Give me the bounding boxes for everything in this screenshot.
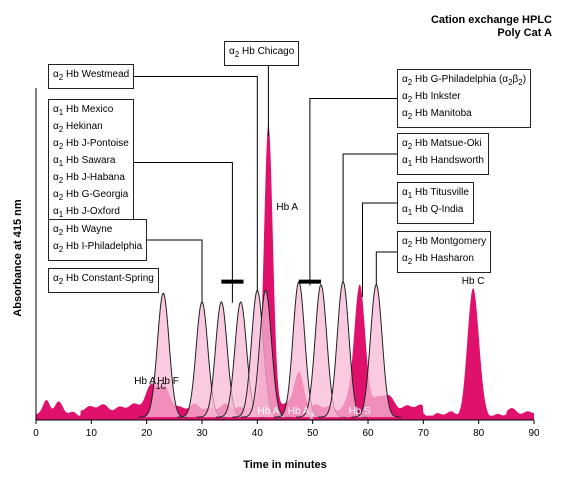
variant-name: α2 Hb Matsue-Oki xyxy=(402,138,482,151)
chart-title: Cation exchange HPLC xyxy=(430,14,552,26)
leader-lines-layer xyxy=(133,66,397,303)
variant-name: α2 Hekinan xyxy=(53,121,103,134)
leader-line-6 xyxy=(342,153,397,283)
annotation-box-3: α2 Hb Wayne α2 Hb I-Philadelphia xyxy=(48,219,148,261)
leader-line-8 xyxy=(375,251,397,286)
variant-name: α1 Hb Mexico xyxy=(53,104,114,117)
annotation-box-1: α2 Hb Chicago xyxy=(224,41,300,66)
leader-line-5 xyxy=(309,98,397,286)
y-axis-title: Absorbance at 415 nm xyxy=(12,199,24,317)
peak-label-2: Hb A xyxy=(276,202,298,213)
annotation-box-6: α2 Hb Matsue-Oki α1 Hb Handsworth xyxy=(397,133,489,175)
variant-name: α1 Hb Q-India xyxy=(402,204,464,217)
variant-name: α2 Hb Chicago xyxy=(229,46,295,59)
variant-name: α1 Hb J-Oxford xyxy=(53,206,120,219)
peak-label-0: Hb A1C xyxy=(134,376,166,391)
x-tick-label-90: 90 xyxy=(528,428,540,439)
x-tick-label-0: 0 xyxy=(33,428,39,439)
peak-label-4: Hb S xyxy=(349,406,372,417)
x-tick-label-50: 50 xyxy=(307,428,319,439)
variant-name: α2 Hb G-Philadelphia (α2β2) xyxy=(402,74,527,87)
x-axis-title: Time in minutes xyxy=(243,459,327,471)
variant-name: α2 Hb Constant-Spring xyxy=(53,273,154,286)
annotation-box-0: α2 Hb Westmead xyxy=(48,64,135,89)
leader-line-7 xyxy=(362,202,397,297)
x-ticks-layer: 0 10 20 30 40 50 60 70 80 90 xyxy=(33,420,540,439)
x-tick-label-70: 70 xyxy=(418,428,430,439)
x-tick-label-10: 10 xyxy=(86,428,98,439)
variant-name: α2 Hb Hasharon xyxy=(402,253,474,266)
x-tick-label-40: 40 xyxy=(252,428,264,439)
variant-name: α1 Hb Handsworth xyxy=(402,155,484,168)
variant-name: α2 Hb Montgomery xyxy=(402,236,487,249)
variant-name: α2 Hb I-Philadelphia xyxy=(53,241,143,254)
variant-name: α1 Hb Sawara xyxy=(53,155,116,168)
chart-subtitle: Poly Cat A xyxy=(497,27,552,39)
x-tick-label-20: 20 xyxy=(141,428,153,439)
x-tick-label-30: 30 xyxy=(196,428,208,439)
annotation-box-5: α2 Hb G-Philadelphia (α2β2) α2 Hb Inkster… xyxy=(397,69,532,128)
peak-label-1: Hb F xyxy=(157,376,179,387)
peak-label-3: Hb A2 xyxy=(288,406,315,421)
x-tick-label-80: 80 xyxy=(473,428,485,439)
variant-name: α2 Hb Wayne xyxy=(53,224,113,237)
variant-name: α2 Hb J-Habana xyxy=(53,172,125,185)
variant-name: α2 Hb Westmead xyxy=(53,69,130,82)
variant-name: α2 Hb Inkster xyxy=(402,91,461,104)
leader-line-0 xyxy=(134,76,258,292)
annotation-box-2: α1 Hb Mexico α2 Hekinan α2 Hb J-Pontoise α1… xyxy=(48,99,134,226)
peak-label-5: Hb C xyxy=(462,276,485,287)
leader-line-2 xyxy=(133,162,233,303)
annotation-box-7: α1 Hb Titusville α1 Hb Q-India xyxy=(397,182,474,224)
chart-title-block: Cation exchange HPLC Poly Cat A xyxy=(431,14,552,40)
annotation-box-8: α2 Hb Montgomery α2 Hb Hasharon xyxy=(397,231,492,273)
variant-peaks-layer xyxy=(138,281,402,418)
variant-name: α2 Hb G-Georgia xyxy=(53,189,129,202)
axes-layer xyxy=(35,88,534,421)
variant-name: α1 Hb Titusville xyxy=(402,187,469,200)
variant-name: α2 Hb Manitoba xyxy=(402,108,472,121)
leader-line-3 xyxy=(147,239,203,303)
annotation-box-4: α2 Hb Constant-Spring xyxy=(48,268,159,293)
peak-label-hb-a-base: Hb A xyxy=(258,406,280,417)
x-tick-label-60: 60 xyxy=(362,428,374,439)
variant-name: α2 Hb J-Pontoise xyxy=(53,138,129,151)
